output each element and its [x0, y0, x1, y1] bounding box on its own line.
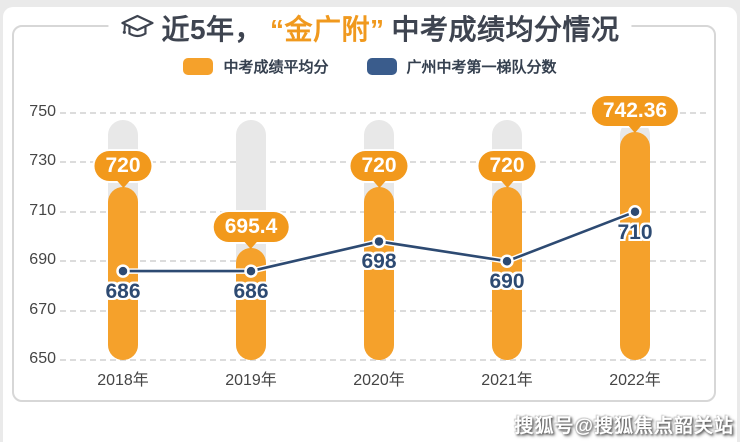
bar-value-badge: 695.4: [213, 211, 289, 249]
score-bar: [620, 131, 650, 360]
bar-value-badge: 742.36: [591, 95, 679, 133]
title-suffix: 中考成绩均分情况: [391, 14, 620, 45]
title-prefix: 近5年，: [161, 14, 264, 45]
x-axis-label: 2020年: [353, 372, 405, 389]
bar-value-badge: 720: [478, 151, 536, 189]
watermark: 搜狐号@搜狐焦点韶关站: [514, 416, 734, 437]
x-axis-label: 2022年: [609, 372, 661, 389]
badge-pointer-icon: [627, 124, 642, 133]
legend-label-bar: 中考成绩平均分: [223, 59, 329, 76]
legend-item-tier-score: 广州中考第一梯队分数: [366, 56, 557, 77]
x-axis-label: 2018年: [97, 372, 149, 389]
legend: 中考成绩平均分 广州中考第一梯队分数: [0, 56, 740, 77]
badge-pointer-icon: [244, 240, 258, 249]
badge-pointer-icon: [499, 180, 514, 189]
badge-pointer-icon: [115, 180, 130, 189]
line-value-label: 686: [233, 280, 269, 304]
x-axis-label: 2021年: [481, 372, 533, 389]
graduation-cap-icon: [120, 13, 154, 44]
bar-value-badge: 720: [94, 151, 152, 189]
legend-item-average-score: 中考成绩平均分: [183, 56, 329, 77]
y-axis-tick-label: 650: [29, 350, 56, 367]
title-highlight: “金广附”: [270, 14, 385, 45]
legend-label-line: 广州中考第一梯队分数: [406, 59, 557, 76]
x-axis-label: 2019年: [225, 372, 277, 389]
line-value-label: 698: [361, 250, 397, 274]
line-series-swatch-icon: [366, 58, 397, 75]
bar-series-swatch-icon: [183, 58, 214, 75]
score-bar: [108, 187, 138, 360]
badge-pointer-icon: [371, 180, 386, 189]
gridline: [60, 359, 706, 361]
line-value-label: 710: [617, 220, 653, 244]
y-axis-tick-label: 730: [29, 152, 56, 170]
line-value-label: 690: [489, 270, 525, 294]
page-title: 近5年， “金广附” 中考成绩均分情况: [108, 7, 632, 49]
y-axis-tick-label: 690: [29, 251, 56, 269]
gridline: [60, 112, 706, 114]
bar-value-badge: 720: [350, 151, 408, 189]
y-axis-tick-label: 750: [29, 103, 56, 120]
y-axis-tick-label: 670: [29, 300, 56, 318]
y-axis-tick-label: 710: [29, 201, 56, 219]
line-value-label: 686: [105, 280, 141, 304]
